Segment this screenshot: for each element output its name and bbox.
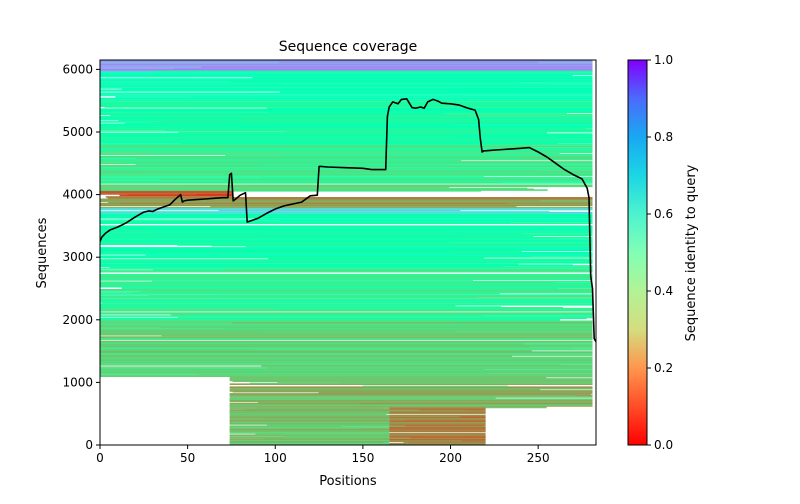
coverage-band (229, 375, 593, 409)
coverage-bands (100, 60, 593, 445)
y-tick-label: 1000 (62, 375, 93, 389)
coverage-line-group (100, 98, 596, 343)
coverage-band (100, 100, 593, 146)
x-axis-label: Positions (319, 474, 377, 489)
x-tick-label: 150 (351, 451, 374, 465)
y-tick-label: 0 (85, 438, 93, 452)
coverage-band (100, 208, 593, 214)
coverage-band (100, 197, 593, 210)
y-axis-ticks: 0 1000 2000 3000 4000 5000 6000 (62, 62, 100, 452)
x-tick-label: 100 (264, 451, 287, 465)
y-tick-label: 2000 (62, 313, 93, 327)
colorbar-tick-label: 0.8 (654, 130, 673, 144)
coverage-band (389, 407, 486, 445)
x-tick-label: 50 (180, 451, 195, 465)
coverage-band (100, 213, 593, 271)
y-tick-label: 3000 (62, 250, 93, 264)
coverage-line (100, 98, 596, 343)
x-axis-ticks: 0 50 100 150 200 250 (96, 445, 550, 465)
x-tick-label: 200 (439, 451, 462, 465)
y-tick-label: 6000 (62, 62, 93, 76)
colorbar-tick-label: 0.6 (654, 207, 673, 221)
coverage-band (100, 190, 234, 198)
colorbar-tick-label: 0.4 (654, 284, 673, 298)
x-tick-label: 250 (527, 451, 550, 465)
colorbar-tick-label: 1.0 (654, 53, 673, 67)
coverage-band (100, 70, 593, 102)
y-axis-label: Sequences (35, 217, 50, 288)
colorbar-tick-label: 0.0 (654, 438, 673, 452)
coverage-band (100, 143, 593, 187)
coverage-band (100, 269, 593, 321)
y-tick-label: 5000 (62, 125, 93, 139)
coverage-band (229, 407, 390, 445)
plot-frame (99, 59, 597, 446)
coverage-band (100, 319, 593, 377)
coverage-band (100, 184, 593, 192)
coverage-band (100, 60, 593, 72)
y-tick-label: 4000 (62, 188, 93, 202)
colorbar-label: Sequence identity to query (684, 164, 699, 341)
colorbar (627, 59, 648, 446)
colorbar-tick-label: 0.2 (654, 361, 673, 375)
chart-title: Sequence coverage (279, 39, 418, 55)
x-tick-label: 0 (96, 451, 104, 465)
colorbar-ticks: 0.0 0.2 0.4 0.6 0.8 1.0 (647, 53, 673, 452)
